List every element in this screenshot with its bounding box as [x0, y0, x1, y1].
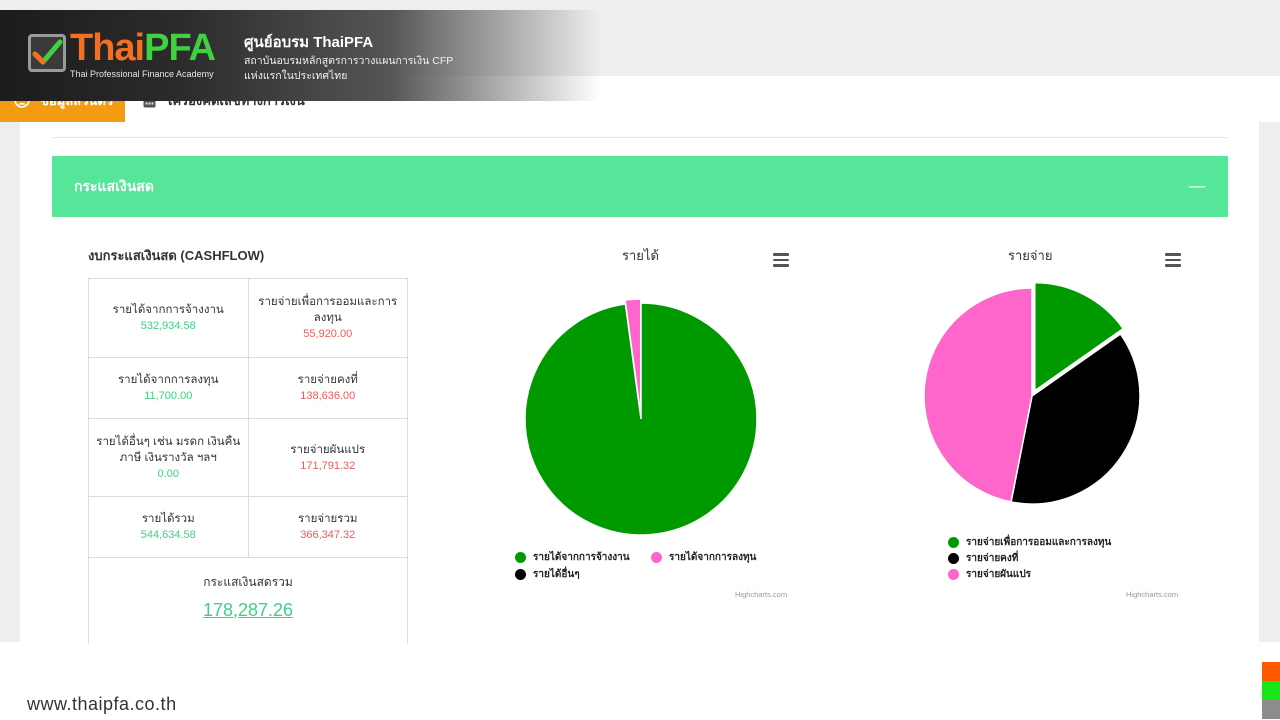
footer-accent-green [1262, 681, 1280, 700]
cashflow-section-header[interactable]: กระแสเงินสด — [52, 156, 1228, 217]
income-total-value: 544,634.58 [140, 529, 196, 541]
legend-item-other-income[interactable]: รายได้อื่นๆ [515, 567, 580, 582]
expense-label: รายจ่ายเพื่อการออมและการลงทุน [258, 296, 398, 324]
cashflow-statement-title: งบกระแสเงินสด (CASHFLOW) [88, 248, 265, 263]
legend-dot [515, 552, 526, 563]
legend-dot [948, 553, 959, 564]
logo-wordmark: ThaiPFA [70, 27, 216, 69]
income-value: 0.00 [157, 467, 179, 480]
expense-pie-chart [923, 281, 1141, 505]
expense-total-cell: รายจ่ายรวม 366,347.32 [247, 496, 408, 558]
net-cashflow-cell: กระแสเงินสดรวม 178,287.26 [88, 557, 408, 644]
legend-dot [948, 537, 959, 548]
logo-tagline: Thai Professional Finance Academy [70, 69, 214, 79]
legend-label: รายจ่ายเพื่อการออมและการลงทุน [966, 537, 1112, 548]
logo-wordmark-thai: Thai [70, 27, 145, 69]
income-value: 11,700.00 [144, 390, 193, 402]
net-cashflow-value[interactable]: 178,287.26 [202, 600, 294, 620]
legend-item-variable-expense[interactable]: รายจ่ายผันแปร [948, 567, 1031, 582]
income-cell: รายได้จากการลงทุน 11,700.00 [88, 357, 249, 419]
income-label: รายได้อื่นๆ เช่น มรดก เงินคืนภาษี เงินรา… [96, 435, 241, 464]
expense-total-value: 366,347.32 [300, 529, 356, 541]
legend-item-fixed-expense[interactable]: รายจ่ายคงที่ [948, 551, 1018, 566]
legend-item-savings-investment-expense[interactable]: รายจ่ายเพื่อการออมและการลงทุน [948, 535, 1111, 550]
income-label: รายได้จากการจ้างงาน [112, 304, 224, 316]
legend-label: รายได้อื่นๆ [533, 569, 580, 580]
expense-chart-menu-icon[interactable] [1165, 253, 1181, 267]
legend-dot [515, 569, 526, 580]
expense-cell: รายจ่ายคงที่ 138,636.00 [247, 357, 408, 419]
logo-wordmark-pfa: PFA [144, 27, 216, 69]
expense-total-label: รายจ่ายรวม [297, 513, 358, 525]
income-label: รายได้จากการลงทุน [118, 374, 219, 386]
brand-subtitle-line2: แห่งแรกในประเทศไทย [244, 70, 348, 82]
expense-label: รายจ่ายคงที่ [297, 374, 358, 386]
legend-item-investment-income[interactable]: รายได้จากการลงทุน [651, 550, 756, 565]
expense-chart-title: รายจ่าย [1008, 248, 1053, 263]
brand-subtitle-line1: สถาบันอบรมหลักสูตรการวางแผนการเงิน CFP [244, 55, 454, 67]
income-cell: รายได้จากการจ้างงาน 532,934.58 [88, 278, 249, 358]
table-row: รายได้จากการลงทุน 11,700.00 รายจ่ายคงที่ 1… [88, 357, 408, 419]
income-pie-chart [524, 298, 758, 536]
expense-value: 55,920.00 [303, 328, 353, 340]
income-value: 532,934.58 [140, 320, 196, 332]
expense-value: 171,791.32 [300, 459, 356, 472]
pie-slice-2[interactable] [624, 298, 642, 416]
pie-slice-1[interactable] [1034, 281, 1125, 393]
income-chart-credit[interactable]: Highcharts.com [735, 590, 788, 599]
legend-item-employment-income[interactable]: รายได้จากการจ้างงาน [515, 550, 630, 565]
checkbox-logo-icon [28, 34, 66, 72]
footer-website-url[interactable]: www.thaipfa.co.th [27, 694, 177, 714]
table-row: กระแสเงินสดรวม 178,287.26 [88, 557, 408, 644]
income-chart-title: รายได้ [622, 248, 659, 263]
cashflow-table: รายได้จากการจ้างงาน 532,934.58 รายจ่ายเพื… [88, 278, 408, 644]
footer-accent-grey [1262, 700, 1280, 719]
net-cashflow-label: กระแสเงินสดรวม [203, 575, 293, 589]
legend-dot [651, 552, 662, 563]
income-total-cell: รายได้รวม 544,634.58 [88, 496, 249, 558]
panel-divider [52, 137, 1228, 138]
expense-label: รายจ่ายผันแปร [290, 443, 366, 456]
expense-cell: รายจ่ายเพื่อการออมและการลงทุน 55,920.00 [247, 278, 408, 358]
expense-value: 138,636.00 [300, 390, 356, 402]
legend-dot [948, 569, 959, 580]
brand-banner: ThaiPFA Thai Professional Finance Academ… [0, 10, 600, 101]
legend-label: รายได้จากการจ้างงาน [533, 552, 630, 563]
expense-cell: รายจ่ายผันแปร 171,791.32 [247, 418, 408, 497]
income-cell: รายได้อื่นๆ เช่น มรดก เงินคืนภาษี เงินรา… [88, 418, 249, 497]
expense-chart-credit[interactable]: Highcharts.com [1126, 590, 1179, 599]
table-row: รายได้จากการจ้างงาน 532,934.58 รายจ่ายเพื… [88, 278, 408, 358]
legend-label: รายได้จากการลงทุน [669, 552, 757, 563]
legend-label: รายจ่ายผันแปร [966, 569, 1032, 580]
brand-title: ศูนย์อบรม ThaiPFA [244, 34, 374, 51]
legend-label: รายจ่ายคงที่ [966, 553, 1019, 564]
pie-slice-2[interactable] [1010, 332, 1141, 505]
section-title: กระแสเงินสด [74, 177, 154, 194]
pie-slice-3[interactable] [923, 287, 1033, 503]
pie-slice-1[interactable] [524, 302, 758, 536]
table-row: รายได้อื่นๆ เช่น มรดก เงินคืนภาษี เงินรา… [88, 418, 408, 497]
footer-accent-orange [1262, 662, 1280, 681]
collapse-icon[interactable]: — [1188, 176, 1206, 197]
table-row: รายได้รวม 544,634.58 รายจ่ายรวม 366,347.32 [88, 496, 408, 558]
income-chart-menu-icon[interactable] [773, 253, 789, 267]
income-total-label: รายได้รวม [141, 513, 195, 525]
